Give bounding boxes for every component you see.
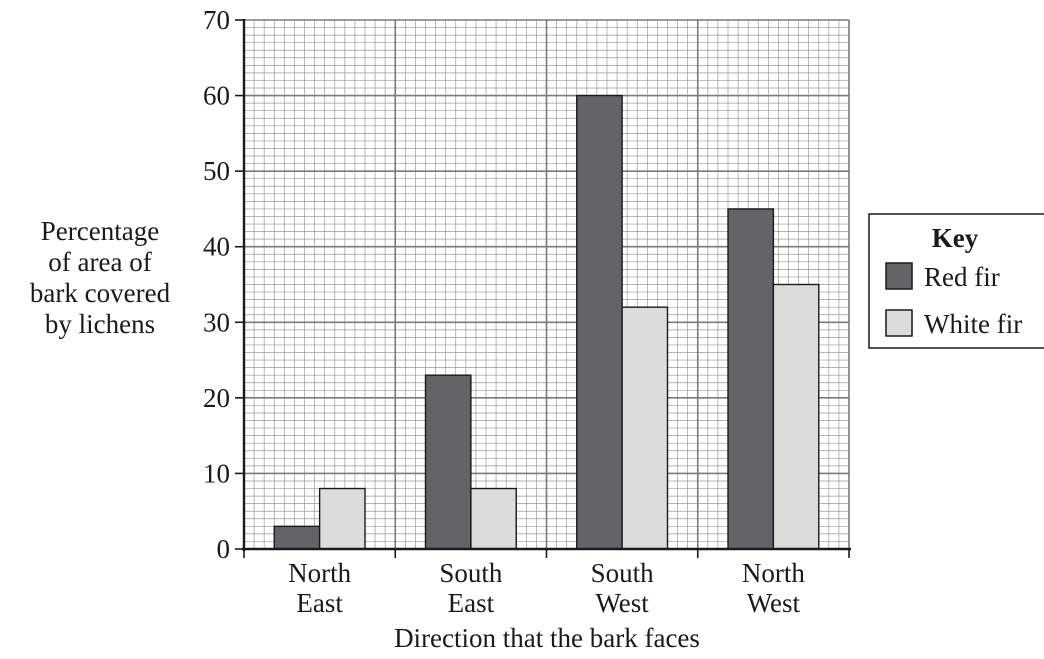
x-category-label-line: West xyxy=(595,588,649,618)
legend-label-white-fir: White fir xyxy=(924,309,1022,339)
y-tick-label: 20 xyxy=(203,383,230,413)
y-tick-label: 70 xyxy=(203,5,230,35)
x-category-label-line: North xyxy=(288,558,351,588)
x-axis-label: Direction that the bark faces xyxy=(394,623,700,653)
bar-red-fir xyxy=(424,374,472,550)
legend-swatch-white-fir xyxy=(885,309,913,337)
legend-swatch-red-fir xyxy=(885,262,913,290)
x-category-label: North West xyxy=(742,558,805,618)
y-tick-label: 60 xyxy=(203,81,230,111)
x-category-label-line: East xyxy=(296,588,343,618)
y-axis-label-line: bark covered xyxy=(30,278,171,308)
bar-red-fir xyxy=(273,525,321,550)
x-category-label: North East xyxy=(288,558,351,618)
legend: Key Red fir White fir xyxy=(868,213,1044,349)
x-category-label-line: South xyxy=(591,558,655,588)
y-tick-label: 30 xyxy=(203,307,230,337)
legend-title: Key xyxy=(932,223,979,253)
bar-white-fir xyxy=(470,487,517,550)
y-tick-label: 10 xyxy=(203,458,230,488)
x-category-label-line: South xyxy=(439,558,503,588)
y-axis-label: Percentage of area of bark covered by liche… xyxy=(30,216,171,339)
y-axis-label-line: by lichens xyxy=(45,309,155,339)
bar-white-fir xyxy=(621,306,669,550)
bars xyxy=(273,94,820,550)
y-tick-label: 40 xyxy=(203,232,230,262)
y-tick-label: 0 xyxy=(217,534,231,564)
bar-red-fir xyxy=(727,208,775,550)
y-tick-labels: 0 10 20 30 40 50 60 70 xyxy=(203,5,230,564)
x-category-label-line: North xyxy=(742,558,805,588)
axes xyxy=(235,19,851,558)
x-category-label: South West xyxy=(591,558,655,618)
bar-white-fir xyxy=(772,283,820,550)
legend-label-red-fir: Red fir xyxy=(924,262,1000,292)
y-axis-label-line: Percentage xyxy=(41,216,159,246)
bar-red-fir xyxy=(576,94,623,550)
x-category-label-line: East xyxy=(448,588,495,618)
x-category-label: South East xyxy=(439,558,503,618)
y-tick-label: 50 xyxy=(203,156,230,186)
y-axis-label-line: of area of xyxy=(48,247,151,277)
x-category-label-line: West xyxy=(747,588,801,618)
bar-white-fir xyxy=(318,487,366,550)
